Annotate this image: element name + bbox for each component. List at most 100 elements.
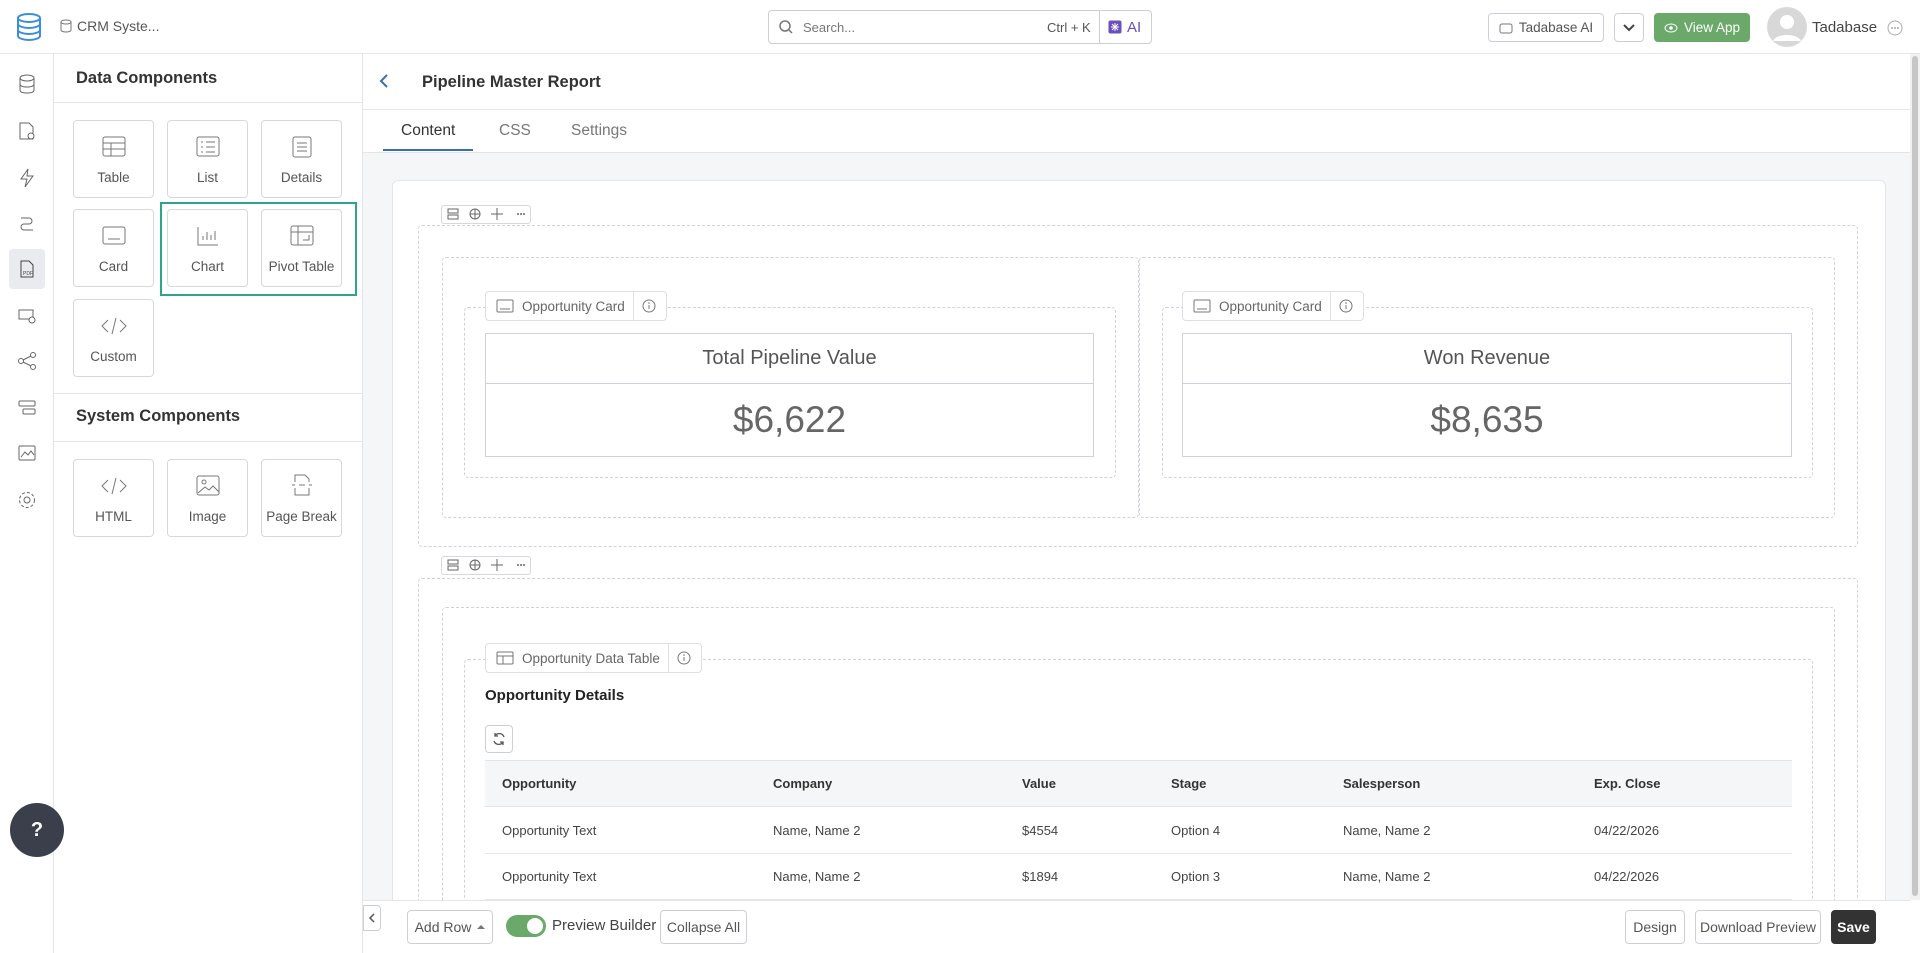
tadabase-ai-button[interactable]: Tadabase AI xyxy=(1488,13,1604,42)
rail-icon[interactable] xyxy=(17,443,37,463)
component-tile[interactable]: Image xyxy=(167,459,248,537)
component-label[interactable]: Opportunity Card xyxy=(485,291,667,321)
report-title: Pipeline Master Report xyxy=(422,73,601,91)
add-row-label: Add Row xyxy=(414,919,472,935)
component-tile[interactable]: Card xyxy=(73,209,154,287)
component-tile[interactable]: Pivot Table xyxy=(261,209,342,287)
app-name[interactable]: CRM Syste... xyxy=(77,18,160,34)
tab[interactable]: Content xyxy=(401,122,456,139)
stat-card: Won Revenue $8,635 xyxy=(1182,333,1792,457)
component-label[interactable]: Opportunity Data Table xyxy=(485,643,702,673)
table-cell: Option 3 xyxy=(1171,869,1221,884)
table-cell: Opportunity Text xyxy=(502,823,597,838)
table-cell: Opportunity Text xyxy=(502,869,597,884)
logo[interactable] xyxy=(15,12,43,42)
panel-heading: Data Components xyxy=(76,69,218,87)
view-app-button[interactable]: View App xyxy=(1654,13,1750,42)
row-divider xyxy=(485,853,1792,854)
table-cell: Name, Name 2 xyxy=(1343,823,1431,838)
component-label[interactable]: Opportunity Card xyxy=(1182,291,1364,321)
tadabase-ai-label: Tadabase AI xyxy=(1518,20,1594,35)
download-preview-button[interactable]: Download Preview xyxy=(1695,910,1821,944)
table-cell: 04/22/2026 xyxy=(1594,823,1660,838)
table-cell: $1894 xyxy=(1022,869,1059,884)
rail-icon[interactable] xyxy=(17,398,37,418)
collapse-panel[interactable] xyxy=(363,905,381,931)
search-box[interactable]: Search... Ctrl + K AI xyxy=(768,10,1152,44)
rail-icon[interactable] xyxy=(17,121,37,141)
more-icon[interactable] xyxy=(1887,20,1903,36)
divider xyxy=(363,109,1920,110)
stat-value: $6,622 xyxy=(732,399,847,440)
table-cell: Name, Name 2 xyxy=(773,823,861,838)
component-label-text: Opportunity Card xyxy=(522,298,625,314)
design-button[interactable]: Design xyxy=(1625,910,1685,944)
back-chevron[interactable] xyxy=(378,73,390,89)
component-tile[interactable]: HTML xyxy=(73,459,154,537)
divider xyxy=(54,441,362,442)
top-bar xyxy=(0,0,1920,54)
ai-button[interactable]: AI xyxy=(1099,11,1149,43)
search-placeholder: Search... xyxy=(803,19,856,35)
add-row-button[interactable]: Add Row xyxy=(407,910,493,944)
rail-icon[interactable]: PDF xyxy=(17,259,37,279)
view-app-label: View App xyxy=(1683,20,1741,35)
collapse-all-button[interactable]: Collapse All xyxy=(660,910,747,944)
row-divider xyxy=(485,899,1792,900)
component-tile[interactable]: List xyxy=(167,120,248,198)
row-toolbar[interactable] xyxy=(441,556,531,575)
rail-icon[interactable] xyxy=(17,351,37,371)
rail-icon[interactable] xyxy=(17,74,37,94)
column-header: Value xyxy=(1022,776,1056,791)
column-header: Salesperson xyxy=(1343,776,1421,791)
component-tile[interactable]: Chart xyxy=(167,209,248,287)
card-container[interactable] xyxy=(464,307,1116,478)
shortcut: Ctrl + K xyxy=(1047,19,1091,35)
column-header: Stage xyxy=(1171,776,1207,791)
stat-heading: Won Revenue xyxy=(1183,334,1791,384)
tile-label: Card xyxy=(98,259,129,274)
table-cell: 04/22/2026 xyxy=(1594,869,1660,884)
tab[interactable]: Settings xyxy=(571,122,628,139)
panel-heading: System Components xyxy=(76,407,241,425)
card-container[interactable] xyxy=(1162,307,1813,478)
stat-card: Total Pipeline Value $6,622 xyxy=(485,333,1094,457)
component-tile[interactable]: Details xyxy=(261,120,342,198)
column-container[interactable] xyxy=(1139,257,1835,518)
column-container[interactable] xyxy=(442,257,1139,518)
tab[interactable]: CSS xyxy=(499,122,531,139)
help-button[interactable]: ? xyxy=(10,803,64,857)
preview-label: Preview Builder xyxy=(552,917,657,934)
preview-toggle[interactable] xyxy=(506,915,546,937)
refresh-button[interactable] xyxy=(485,725,513,753)
avatar[interactable] xyxy=(1767,7,1807,47)
column-header: Exp. Close xyxy=(1594,776,1661,791)
row-toolbar[interactable] xyxy=(441,205,531,224)
table-cell: Option 4 xyxy=(1171,823,1221,838)
component-tile[interactable]: Page Break xyxy=(261,459,342,537)
component-tile[interactable]: Custom xyxy=(73,299,154,377)
save-button[interactable]: Save xyxy=(1831,910,1876,944)
row-container[interactable] xyxy=(418,225,1858,547)
component-label-text: Opportunity Data Table xyxy=(522,650,660,666)
column-header: Opportunity xyxy=(502,776,577,791)
user-name[interactable]: Tadabase xyxy=(1812,19,1878,36)
rail-icon[interactable] xyxy=(17,490,37,510)
table-title: Opportunity Details xyxy=(485,687,625,704)
rail-icon[interactable] xyxy=(17,168,37,188)
stat-value: $8,635 xyxy=(1430,399,1544,440)
components-panel xyxy=(54,54,363,953)
tile-label: List xyxy=(196,170,218,185)
tile-label: Chart xyxy=(190,259,224,274)
rail-icon[interactable] xyxy=(17,306,37,326)
dropdown-button[interactable] xyxy=(1614,13,1644,42)
rail-icon[interactable] xyxy=(17,214,37,234)
tile-label: HTML xyxy=(95,509,132,524)
table-header xyxy=(485,760,1792,807)
divider xyxy=(54,102,362,103)
tile-label: Page Break xyxy=(266,509,337,524)
scroll-thumb[interactable] xyxy=(1912,56,1918,896)
tile-label: Pivot Table xyxy=(268,259,335,274)
component-tile[interactable]: Table xyxy=(73,120,154,198)
